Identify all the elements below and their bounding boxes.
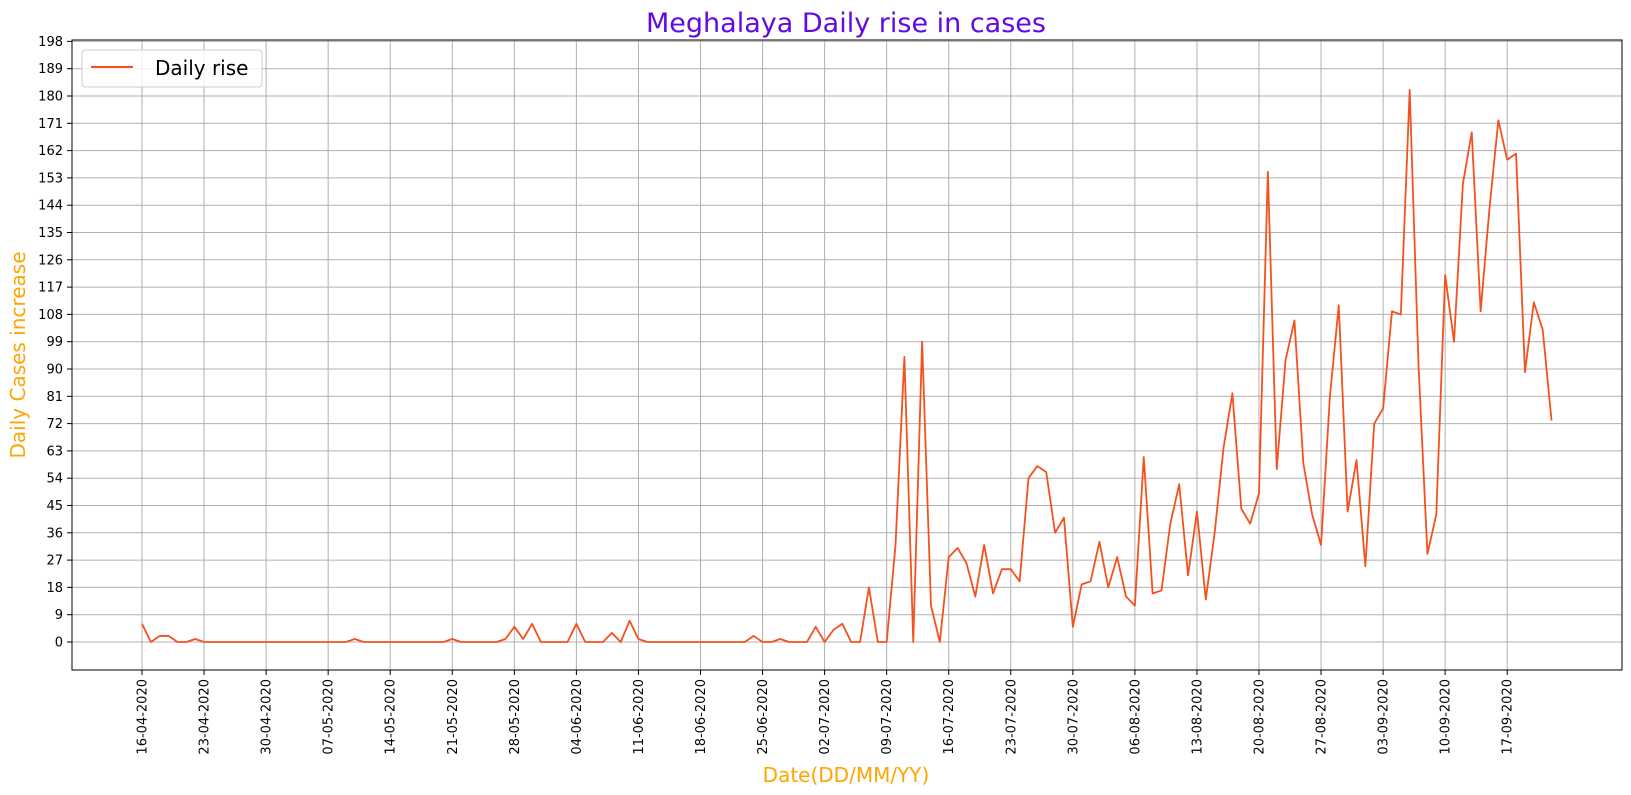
y-tick-label: 0 xyxy=(55,636,63,651)
x-tick-label: 11-06-2020 xyxy=(632,679,647,755)
x-tick-label: 04-06-2020 xyxy=(570,679,585,755)
x-tick-label: 18-06-2020 xyxy=(694,679,709,755)
y-tick-label: 153 xyxy=(38,171,63,186)
y-tick-label: 9 xyxy=(55,608,63,623)
y-tick-label: 18 xyxy=(46,581,63,596)
series-line-1 xyxy=(141,89,1553,643)
grid xyxy=(72,40,1622,670)
chart-title: Meghalaya Daily rise in cases xyxy=(646,8,1046,39)
y-tick-label: 108 xyxy=(38,308,63,323)
x-tick-label: 13-08-2020 xyxy=(1190,679,1205,755)
y-axis-ticks: 0 9 18 27 36 45 54 63 72 81 90 99 108 117 126 135 144 153… xyxy=(38,35,72,651)
plot-frame xyxy=(71,39,1623,671)
x-tick-label: 06-08-2020 xyxy=(1128,679,1143,755)
x-axis-label: Date(DD/MM/YY) xyxy=(763,763,930,787)
y-tick-label: 180 xyxy=(38,90,63,105)
y-tick-label: 117 xyxy=(38,281,63,296)
y-tick-label: 162 xyxy=(38,144,63,159)
legend: Daily rise xyxy=(81,49,263,88)
y-tick-label: 99 xyxy=(46,335,63,350)
x-tick-label: 02-07-2020 xyxy=(818,679,833,755)
y-axis-label: Daily Cases increase xyxy=(6,252,30,459)
x-tick-label: 10-09-2020 xyxy=(1439,679,1454,755)
y-tick-label: 72 xyxy=(46,417,63,432)
x-tick-label: 28-05-2020 xyxy=(508,679,523,755)
y-tick-label: 144 xyxy=(38,199,63,214)
x-tick-label: 07-05-2020 xyxy=(322,679,337,755)
x-tick-label: 17-09-2020 xyxy=(1501,679,1516,755)
y-tick-label: 63 xyxy=(46,444,63,459)
y-tick-label: 198 xyxy=(38,35,63,50)
y-tick-label: 81 xyxy=(46,390,63,405)
legend-label: Daily rise xyxy=(155,56,248,80)
series-layer xyxy=(141,89,1553,643)
x-tick-label: 16-07-2020 xyxy=(942,679,957,755)
y-tick-label: 36 xyxy=(46,526,63,541)
x-axis-ticks: 16-04-2020 23-04-2020 30-04-2020 07-05-2020… xyxy=(136,670,1516,755)
x-tick-label: 27-08-2020 xyxy=(1315,679,1330,755)
y-tick-label: 90 xyxy=(46,363,63,378)
x-tick-label: 21-05-2020 xyxy=(446,679,461,755)
legend-box xyxy=(81,49,263,88)
y-tick-label: 126 xyxy=(38,253,63,268)
x-tick-label: 25-06-2020 xyxy=(756,679,771,755)
y-tick-label: 171 xyxy=(38,117,63,132)
x-tick-label: 16-04-2020 xyxy=(136,679,151,755)
x-tick-label: 14-05-2020 xyxy=(384,679,399,755)
y-tick-label: 54 xyxy=(46,472,63,487)
x-tick-label: 30-07-2020 xyxy=(1066,679,1081,755)
y-tick-label: 27 xyxy=(46,554,63,569)
x-tick-label: 30-04-2020 xyxy=(260,679,275,755)
x-tick-label: 23-07-2020 xyxy=(1004,679,1019,755)
y-tick-label: 45 xyxy=(46,499,63,514)
y-tick-label: 135 xyxy=(38,226,63,241)
x-tick-label: 20-08-2020 xyxy=(1252,679,1267,755)
y-tick-label: 189 xyxy=(38,62,63,77)
x-tick-label: 03-09-2020 xyxy=(1377,679,1392,755)
x-tick-label: 09-07-2020 xyxy=(880,679,895,755)
x-tick-label: 23-04-2020 xyxy=(198,679,213,755)
